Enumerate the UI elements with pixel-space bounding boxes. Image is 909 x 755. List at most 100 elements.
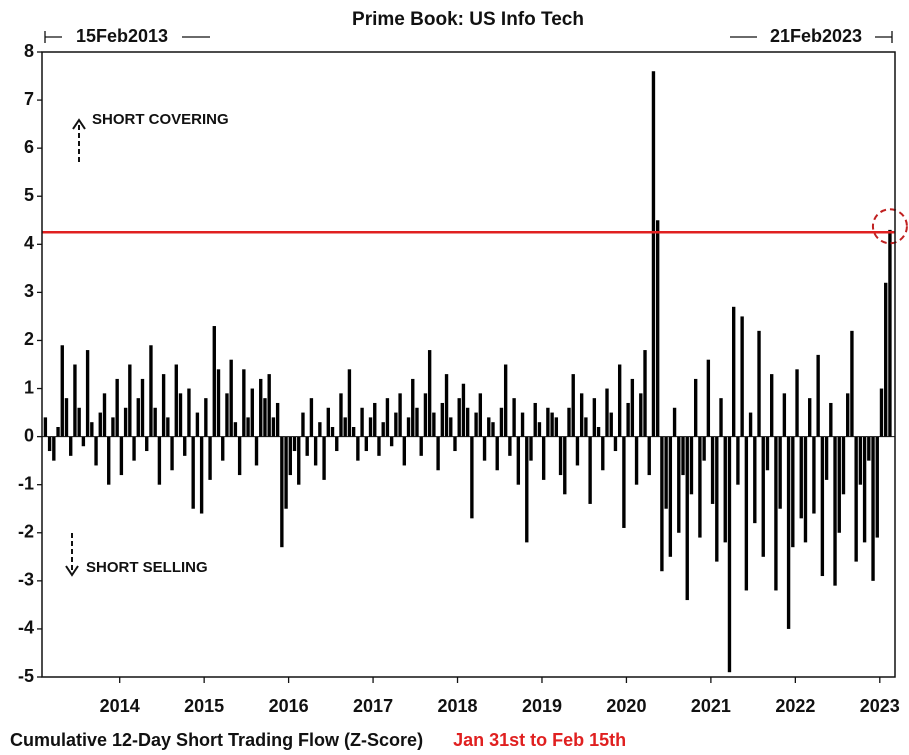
bar bbox=[824, 436, 829, 480]
down-arrow bbox=[65, 533, 79, 577]
bar bbox=[326, 407, 330, 437]
bar bbox=[263, 398, 267, 437]
bar bbox=[677, 436, 681, 533]
bar bbox=[275, 402, 280, 437]
bar bbox=[465, 407, 470, 437]
end-marker bbox=[730, 31, 893, 43]
bar bbox=[871, 436, 875, 581]
bar bbox=[161, 374, 166, 437]
bar bbox=[90, 422, 94, 437]
bar bbox=[672, 407, 677, 437]
bar bbox=[875, 436, 879, 538]
bar bbox=[748, 412, 753, 437]
y-tick-label: 8 bbox=[24, 41, 34, 61]
bar bbox=[854, 436, 858, 562]
bar bbox=[297, 436, 301, 485]
plot-frame bbox=[41, 51, 896, 678]
bar bbox=[406, 417, 411, 437]
bar bbox=[516, 436, 521, 485]
bar bbox=[364, 436, 368, 452]
bar bbox=[765, 436, 770, 471]
bar bbox=[596, 427, 601, 437]
y-tick-label: -2 bbox=[18, 522, 34, 542]
bar bbox=[351, 427, 356, 437]
bar bbox=[816, 354, 820, 437]
y-tick-label: -1 bbox=[18, 473, 34, 493]
bar bbox=[710, 436, 715, 504]
bar bbox=[808, 398, 812, 437]
bar bbox=[419, 436, 423, 456]
bar bbox=[187, 388, 191, 437]
bar bbox=[43, 417, 48, 437]
bar bbox=[85, 350, 90, 437]
bar bbox=[567, 407, 571, 437]
bar bbox=[318, 422, 322, 437]
x-axis-title: Cumulative 12-Day Short Trading Flow (Z-… bbox=[10, 730, 423, 750]
bar bbox=[609, 412, 613, 437]
bar bbox=[107, 436, 111, 485]
y-tick-label: -3 bbox=[18, 570, 34, 590]
bar bbox=[411, 378, 415, 437]
bar bbox=[254, 436, 259, 466]
y-tick-label: 5 bbox=[24, 185, 34, 205]
bar bbox=[356, 436, 360, 461]
bar bbox=[140, 378, 145, 437]
bar bbox=[347, 369, 352, 437]
bar bbox=[52, 436, 56, 461]
bar bbox=[541, 436, 546, 480]
bar bbox=[301, 412, 305, 437]
bar bbox=[525, 436, 529, 543]
bar bbox=[791, 436, 795, 548]
bar bbox=[757, 330, 761, 437]
highlight-circle bbox=[871, 208, 908, 245]
bar bbox=[309, 398, 314, 437]
y-tick-label: -4 bbox=[18, 618, 34, 638]
bar bbox=[271, 417, 276, 437]
bar bbox=[533, 402, 537, 437]
bar bbox=[630, 378, 635, 437]
bar bbox=[744, 436, 749, 591]
bar bbox=[292, 436, 297, 452]
bar bbox=[647, 436, 651, 476]
bar bbox=[862, 436, 867, 543]
bar bbox=[482, 436, 487, 461]
x-tick-label: 2015 bbox=[184, 696, 224, 716]
bar bbox=[487, 417, 491, 437]
bar bbox=[377, 436, 381, 456]
bar bbox=[313, 436, 318, 466]
bar bbox=[330, 427, 335, 437]
bar bbox=[47, 436, 52, 452]
y-tick-label: 6 bbox=[24, 137, 34, 157]
bar bbox=[360, 407, 364, 437]
bar bbox=[778, 436, 782, 509]
note: Jan 31st to Feb 15th bbox=[453, 730, 626, 750]
bar bbox=[149, 345, 153, 437]
bar bbox=[343, 417, 347, 437]
annotation: SHORT SELLING bbox=[86, 559, 208, 576]
bar bbox=[322, 436, 326, 480]
bar bbox=[470, 436, 474, 519]
bar bbox=[153, 407, 157, 437]
bar bbox=[199, 436, 204, 514]
x-tick-label: 2020 bbox=[606, 696, 646, 716]
bar bbox=[216, 369, 221, 437]
x-tick-label: 2018 bbox=[437, 696, 477, 716]
bar bbox=[440, 402, 445, 437]
bar bbox=[520, 412, 525, 437]
bar bbox=[634, 436, 639, 485]
bar bbox=[478, 393, 483, 437]
bar bbox=[145, 436, 149, 452]
bar bbox=[571, 374, 575, 437]
bar bbox=[727, 436, 732, 673]
bar bbox=[643, 350, 647, 437]
x-tick-label: 2019 bbox=[522, 696, 562, 716]
y-tick-label: 1 bbox=[24, 377, 34, 397]
bar bbox=[503, 364, 508, 437]
bar bbox=[563, 436, 567, 495]
bar bbox=[136, 398, 140, 437]
x-tick-label: 2023 bbox=[860, 696, 900, 716]
bar bbox=[157, 436, 162, 485]
bar bbox=[622, 436, 626, 528]
start-marker bbox=[44, 31, 210, 43]
bar bbox=[111, 417, 115, 437]
